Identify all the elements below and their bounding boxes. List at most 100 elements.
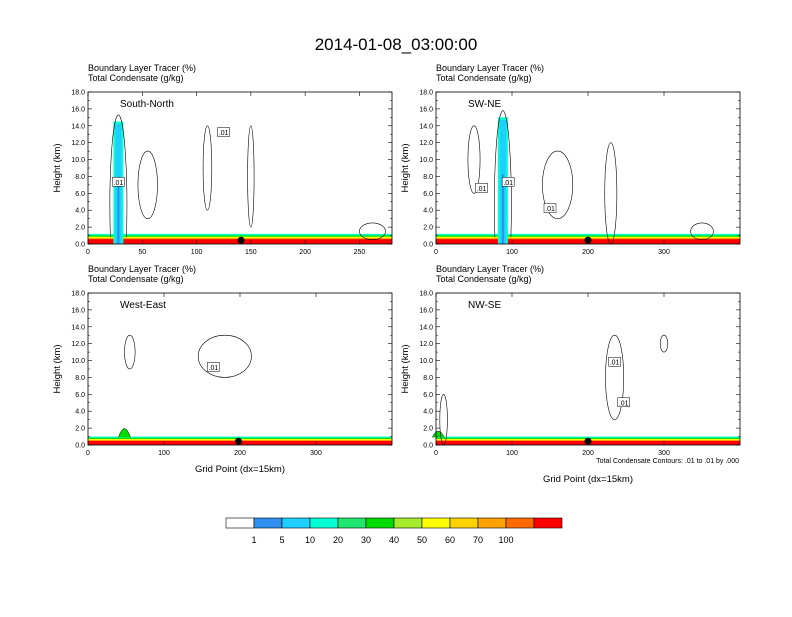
condensate-contour — [137, 150, 158, 219]
x-tick-label: 200 — [582, 249, 594, 256]
figure-title: 2014-01-08_03:00:00 — [315, 35, 478, 54]
colorbar-swatch — [505, 517, 535, 529]
contour-label: .01 — [219, 130, 229, 137]
contour-note: Total Condensate Contours: .01 to .01 by… — [596, 458, 739, 465]
condensate-contour — [247, 125, 255, 228]
plot-frame — [87, 292, 393, 446]
y-tick-label: 6.0 — [423, 392, 433, 399]
location-marker — [584, 437, 592, 445]
contour-label: .01 — [610, 360, 620, 367]
panel-var-label-2: Total Condensate (g/kg) — [88, 73, 184, 83]
location-marker — [237, 236, 245, 244]
plume-band — [432, 430, 445, 438]
y-tick-label: 14.0 — [419, 123, 433, 130]
panel-var-label-1: Boundary Layer Tracer (%) — [436, 264, 544, 274]
colorbar-swatch — [337, 517, 367, 529]
colorbar-swatch — [393, 517, 423, 529]
y-tick-label: 18.0 — [71, 291, 85, 298]
x-axis-title: Grid Point (dx=15km) — [543, 474, 633, 485]
colorbar-swatch — [421, 517, 451, 529]
location-marker — [234, 437, 242, 445]
plot-frame — [435, 292, 741, 446]
panel-south-north: Boundary Layer Tracer (%) Total Condensa… — [52, 63, 393, 256]
x-tick-label: 100 — [506, 450, 518, 457]
panel-var-label-2: Total Condensate (g/kg) — [436, 274, 532, 284]
contour-label-box — [112, 177, 125, 187]
x-tick-label: 200 — [582, 450, 594, 457]
y-tick-label: 10.0 — [71, 157, 85, 164]
y-tick-label: 2.0 — [423, 225, 433, 232]
colorbar-swatch — [365, 517, 395, 529]
condensate-contour — [605, 334, 625, 420]
colorbar-tick-label: 100 — [498, 535, 513, 545]
y-tick-label: 6.0 — [423, 191, 433, 198]
y-tick-label: 2.0 — [75, 426, 85, 433]
y-tick-label: 8.0 — [423, 174, 433, 181]
y-tick-label: 4.0 — [423, 409, 433, 416]
y-tick-label: 0.0 — [423, 443, 433, 450]
contour-label-box — [501, 177, 515, 187]
x-tick-label: 200 — [299, 249, 311, 256]
plume-band — [501, 174, 504, 244]
plume-band — [117, 176, 120, 244]
y-tick-label: 14.0 — [71, 123, 85, 130]
colorbar-swatch — [309, 517, 339, 529]
x-tick-label: 0 — [434, 249, 438, 256]
colorbar-swatch — [281, 517, 311, 529]
colorbar-swatch — [225, 517, 255, 529]
y-tick-label: 18.0 — [419, 90, 433, 97]
x-tick-label: 0 — [434, 450, 438, 457]
y-tick-label: 4.0 — [423, 208, 433, 215]
y-tick-label: 10.0 — [419, 358, 433, 365]
y-tick-label: 4.0 — [75, 208, 85, 215]
contour-label-box — [217, 127, 230, 137]
y-tick-label: 18.0 — [419, 291, 433, 298]
x-tick-label: 200 — [234, 450, 246, 457]
contour-label-box — [475, 183, 488, 193]
contour-label: .01 — [477, 186, 487, 193]
panel-sw-ne: Boundary Layer Tracer (%) Total Condensa… — [400, 63, 741, 256]
y-tick-label: 10.0 — [419, 157, 433, 164]
condensate-contour — [542, 150, 574, 219]
panel-name: South-North — [120, 99, 174, 110]
x-tick-label: 0 — [86, 249, 90, 256]
y-tick-label: 14.0 — [71, 324, 85, 331]
y-tick-label: 16.0 — [71, 307, 85, 314]
condensate-contour — [467, 125, 481, 194]
y-tick-label: 12.0 — [419, 140, 433, 147]
panel-plot-area: .01 West-East 0.0 2.0 4.0 6.0 8.0 10.0 12.0 14.0 1… — [71, 291, 393, 457]
panel-nw-se: Boundary Layer Tracer (%) Total Condensa… — [400, 264, 741, 485]
contour-label: .01 — [545, 206, 555, 213]
x-tick-label: 300 — [310, 450, 322, 457]
colorbar-tick-label: 1 — [251, 535, 256, 545]
panel-var-label-2: Total Condensate (g/kg) — [436, 73, 532, 83]
location-marker — [584, 236, 592, 244]
contour-label: .01 — [209, 365, 219, 372]
contour-label-box — [608, 356, 621, 367]
condensate-contour — [659, 334, 669, 353]
condensate-contour — [690, 222, 714, 241]
condensate-contour — [604, 142, 618, 245]
contour-label-box — [207, 362, 220, 372]
colorbar-tick-label: 70 — [473, 535, 483, 545]
y-tick-label: 16.0 — [419, 106, 433, 113]
x-tick-label: 250 — [354, 249, 366, 256]
colorbar-swatch — [477, 517, 507, 529]
y-tick-label: 18.0 — [71, 90, 85, 97]
panel-plot-area: .01 .01 .01 SW-NE 0.0 2.0 4.0 6.0 8.0 10.0 12.0 14.… — [419, 90, 741, 256]
y-axis-title: Height (km) — [52, 143, 63, 192]
y-tick-label: 2.0 — [75, 225, 85, 232]
y-tick-label: 10.0 — [71, 358, 85, 365]
x-tick-label: 300 — [658, 249, 670, 256]
contour-label: .01 — [114, 180, 124, 187]
y-tick-label: 0.0 — [423, 242, 433, 249]
condensate-contour — [202, 125, 213, 211]
x-axis-title: Grid Point (dx=15km) — [195, 464, 285, 475]
panel-var-label-1: Boundary Layer Tracer (%) — [436, 63, 544, 73]
plume-band — [118, 428, 131, 438]
x-tick-label: 100 — [158, 450, 170, 457]
y-tick-label: 14.0 — [419, 324, 433, 331]
colorbar-tick-label: 30 — [361, 535, 371, 545]
panel-name: West-East — [120, 300, 166, 311]
